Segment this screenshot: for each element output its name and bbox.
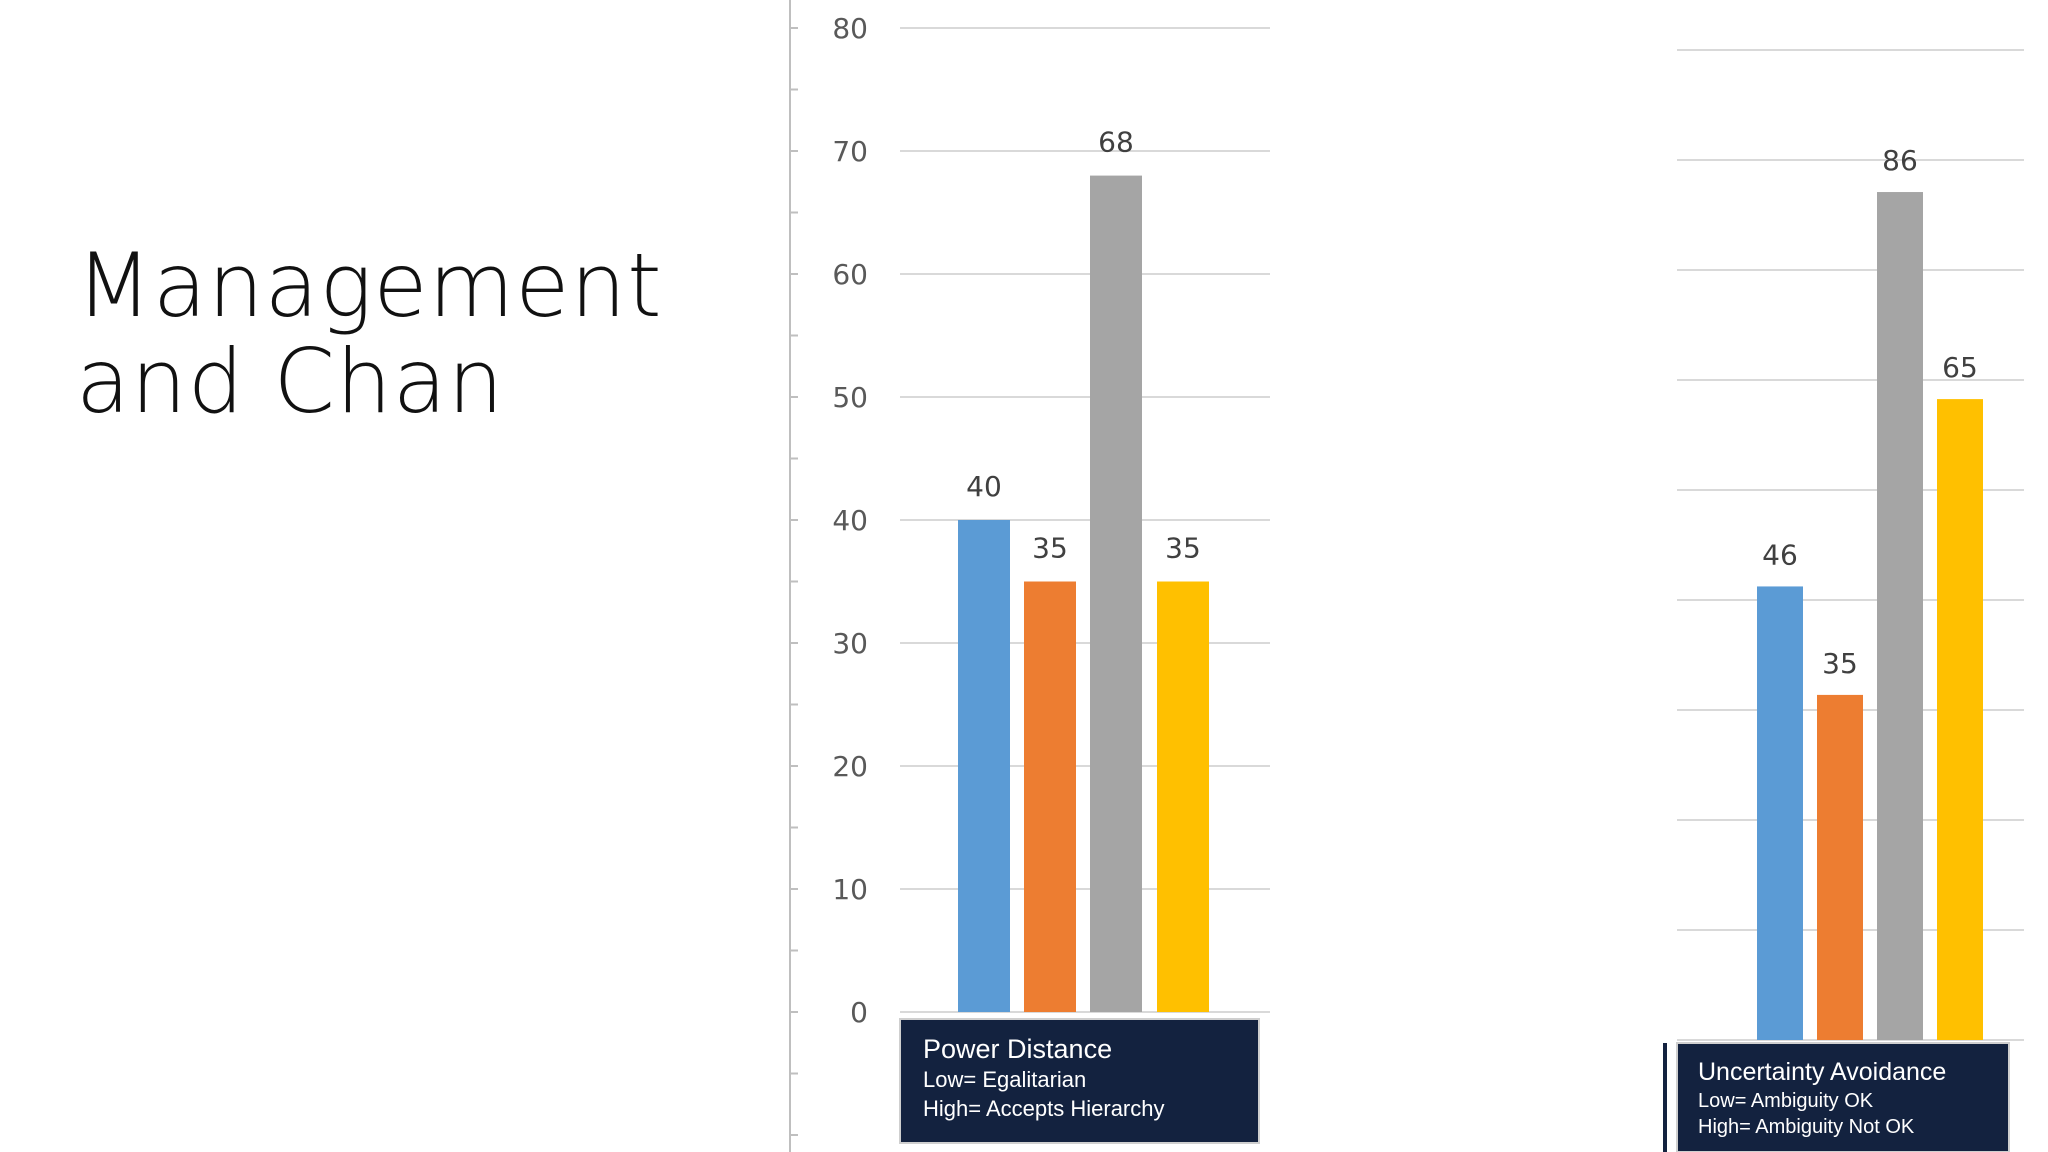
chart1-data-label: 68 [1098,126,1134,159]
slide-title-line-1: Management [76,234,663,337]
chart1-data-label: 40 [966,470,1002,503]
chart2-data-labels: 46 35 86 65 [1762,144,1978,680]
chart2-caption-line1: Low= Ambiguity OK [1698,1090,1874,1112]
chart2-bars [1757,192,1983,1041]
chart1-bar [1024,581,1076,1012]
chart1-caption-line1: Low= Egalitarian [923,1067,1086,1092]
chart-power-distance: 0 10 20 30 40 50 60 70 80 40 35 68 35 Power Distanc… [790,12,1270,1144]
chart2-data-label: 46 [1762,538,1798,571]
chart1-y-tick-label: 60 [832,258,868,291]
slide-title-line-2: and Chan [76,330,505,433]
slide-title: Management and Chan [76,238,663,430]
chart1-gridlines [900,27,1270,1013]
chart2-caption: Uncertainty Avoidance Low= Ambiguity OK … [1663,1042,2010,1152]
chart1-y-tick-label: 40 [832,504,868,537]
chart1-bar [1090,175,1142,1013]
chart1-data-label: 35 [1032,532,1068,565]
chart1-y-tick-label: 30 [832,627,868,660]
chart1-y-tick-label: 70 [832,135,868,168]
chart2-data-label: 35 [1822,647,1858,680]
chart1-tick-labels: 0 10 20 30 40 50 60 70 80 [832,12,868,1029]
chart2-caption-box [1676,1042,2010,1152]
chart1-caption-box [899,1018,1260,1144]
chart2-caption-accent [1663,1043,1667,1152]
chart1-bar [1157,581,1209,1012]
chart1-y-tick-label: 50 [832,381,868,414]
chart1-caption: Power Distance Low= Egalitarian High= Ac… [899,1018,1260,1144]
chart2-bar [1817,694,1863,1040]
chart1-bar [958,520,1010,1012]
chart1-y-tick-label: 20 [832,750,868,783]
chart2-data-label: 86 [1882,144,1918,177]
chart-uncertainty-avoidance: 46 35 86 65 Uncertainty Avoidance Low= Ambi… [1663,49,2024,1152]
chart2-caption-title: Uncertainty Avoidance [1698,1058,1946,1086]
chart1-caption-title: Power Distance [923,1034,1112,1064]
chart1-y-tick-label: 80 [832,12,868,45]
chart2-data-label: 65 [1942,351,1978,384]
chart1-y-tick-label: 10 [832,873,868,906]
chart2-bar [1877,192,1923,1041]
chart1-bars [958,175,1209,1013]
chart2-caption-line2: High= Ambiguity Not OK [1698,1116,1915,1138]
chart1-y-tick-label: 0 [850,996,868,1029]
chart1-caption-line2: High= Accepts Hierarchy [923,1096,1165,1121]
chart1-data-label: 35 [1165,532,1201,565]
chart1-minor-ticks [790,27,798,1136]
chart1-data-labels: 40 35 68 35 [966,126,1201,565]
chart2-bar [1757,586,1803,1040]
chart2-bar [1937,399,1983,1041]
